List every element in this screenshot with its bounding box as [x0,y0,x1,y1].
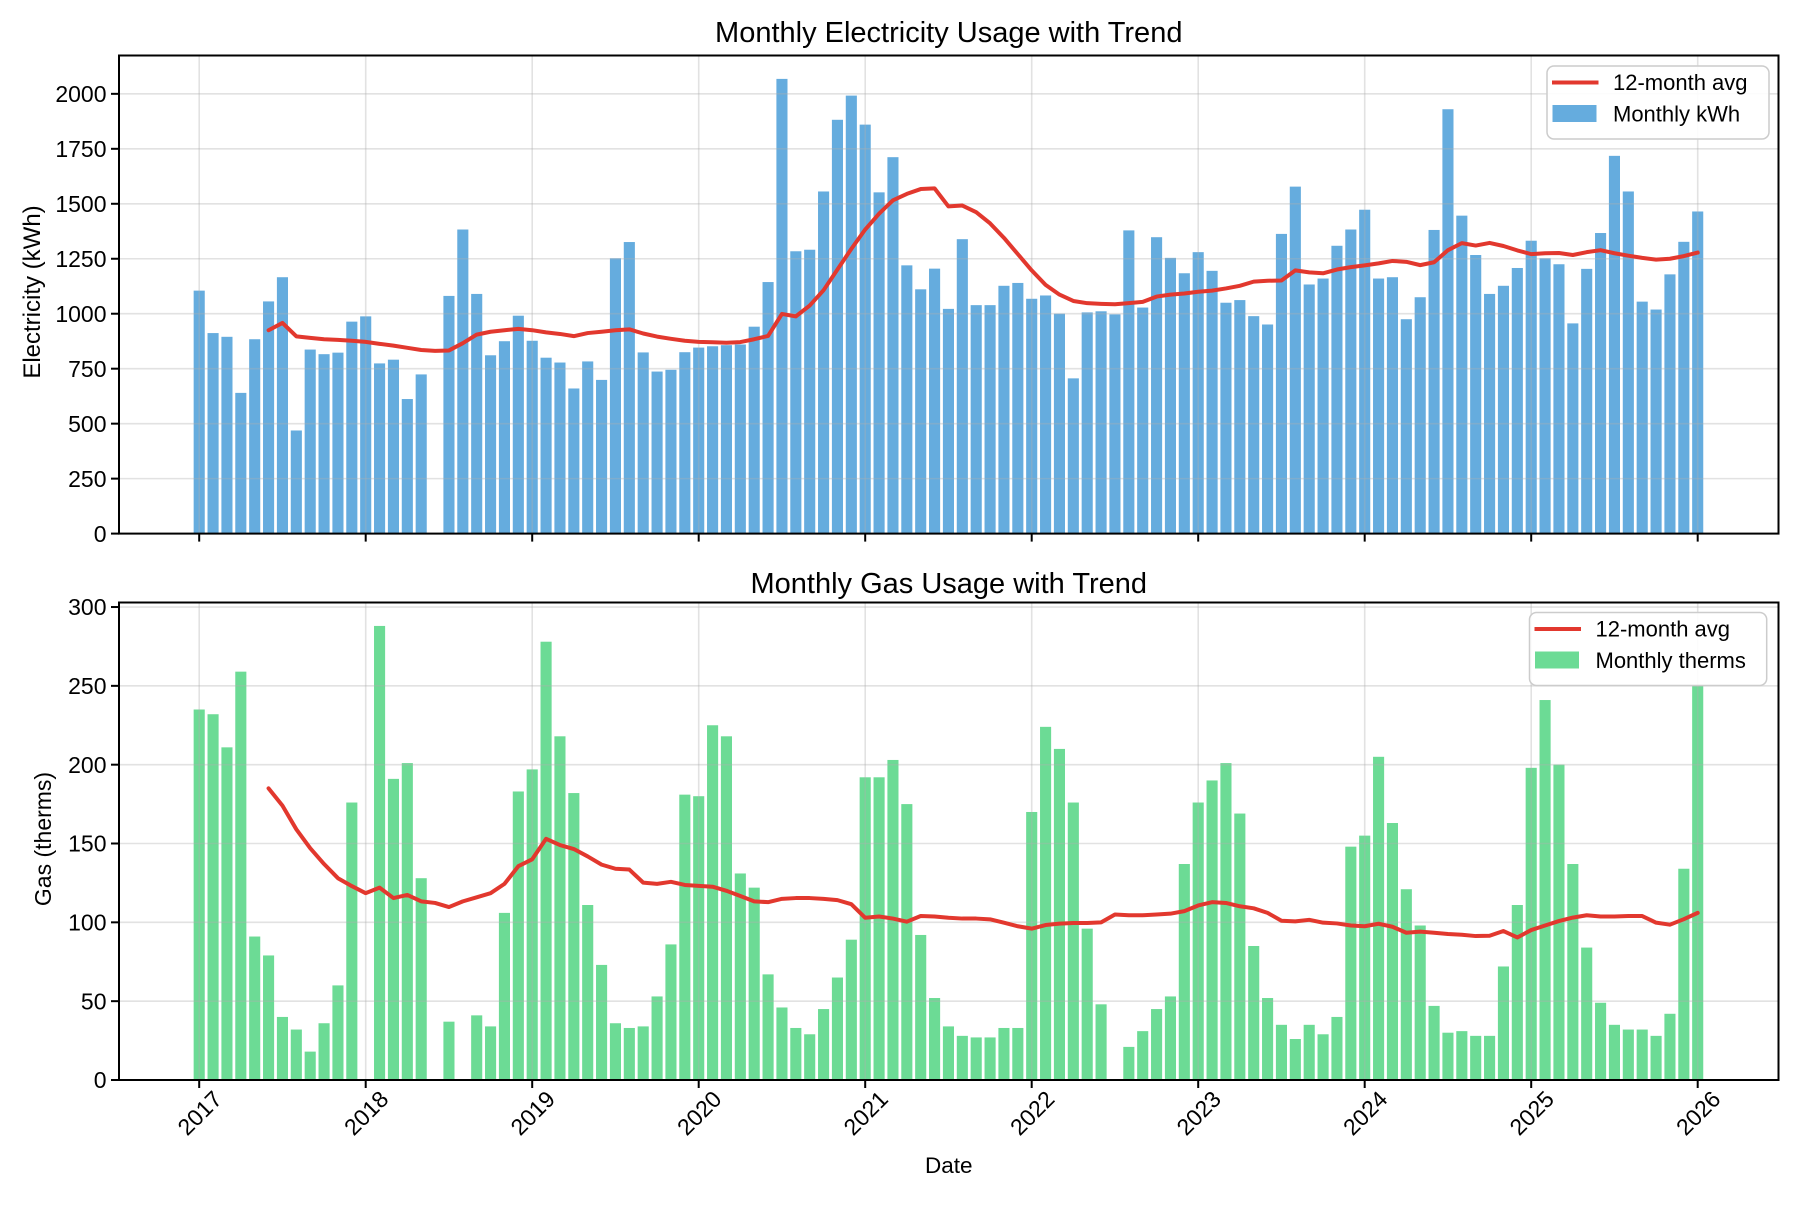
svg-text:Monthly kWh: Monthly kWh [1613,102,1740,127]
svg-text:50: 50 [81,988,107,1014]
svg-text:250: 250 [68,466,106,492]
svg-text:Date: Date [925,1153,973,1178]
svg-text:0: 0 [94,521,107,547]
svg-text:Monthly therms: Monthly therms [1596,648,1746,673]
svg-text:100: 100 [68,910,106,936]
svg-text:300: 300 [68,594,106,620]
svg-text:Monthly Gas Usage with Trend: Monthly Gas Usage with Trend [750,568,1147,600]
svg-text:Gas (therms): Gas (therms) [30,772,56,906]
svg-text:1750: 1750 [55,136,106,162]
svg-text:750: 750 [68,356,106,382]
svg-text:Electricity (kWh): Electricity (kWh) [19,205,46,378]
svg-text:200: 200 [68,752,106,778]
svg-text:1500: 1500 [55,191,106,217]
svg-text:12-month avg: 12-month avg [1596,617,1731,642]
svg-text:1000: 1000 [55,301,106,327]
svg-text:1250: 1250 [55,246,106,272]
svg-text:Monthly Electricity Usage with: Monthly Electricity Usage with Trend [715,17,1182,49]
svg-text:2000: 2000 [55,81,106,107]
svg-text:500: 500 [68,411,106,437]
svg-text:250: 250 [68,673,106,699]
svg-text:12-month avg: 12-month avg [1613,70,1748,95]
svg-text:150: 150 [68,831,106,857]
svg-text:0: 0 [94,1067,107,1093]
